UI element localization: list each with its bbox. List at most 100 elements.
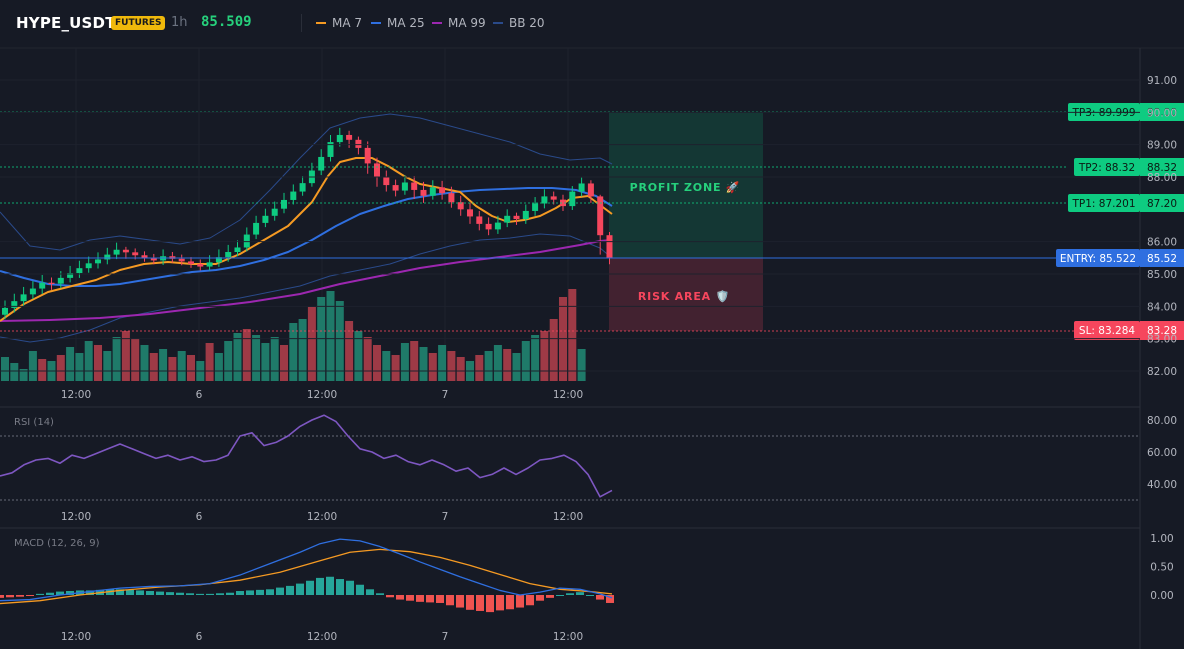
macd-histogram-bar [266, 589, 274, 595]
macd-tick-label: 0.00 [1150, 590, 1173, 602]
candle-body [281, 199, 287, 209]
volume-bar [84, 341, 93, 381]
macd-histogram-bar [26, 595, 34, 596]
price-tick-label: 83.00 [1147, 334, 1177, 346]
macd-histogram-bar [216, 593, 224, 595]
candle [11, 293, 18, 313]
candle-body [374, 163, 380, 177]
macd-histogram-bar [206, 593, 214, 595]
candle-body [336, 134, 343, 143]
candle-body [29, 288, 36, 295]
macd-histogram-bar [456, 595, 464, 608]
ma99-swatch [432, 22, 442, 24]
candle [262, 208, 269, 228]
candle-body [215, 257, 222, 263]
volume-bar [410, 341, 419, 381]
volume-bar [177, 351, 186, 381]
volume-bar [56, 355, 65, 381]
tp2-label: TP2: 88.32 [1078, 162, 1135, 174]
timeframe-label[interactable]: 1h [171, 15, 188, 30]
volume-bar [577, 349, 586, 381]
time-tick-label: 12:00 [553, 389, 583, 401]
bb20-swatch [493, 22, 503, 24]
macd-histogram-bar [306, 580, 314, 595]
macd-histogram-bar [466, 595, 474, 610]
candle-body [122, 249, 129, 253]
last-price: 85.509 [201, 14, 252, 30]
volume-bar [66, 347, 75, 381]
volume-bar [75, 353, 84, 381]
macd-histogram-bar [396, 595, 404, 600]
volume-bar [187, 355, 195, 381]
price-tick-label: 89.00 [1147, 140, 1177, 152]
candle-body [383, 177, 390, 186]
volume-bar [19, 369, 28, 381]
macd-tick-label: 0.50 [1150, 562, 1173, 574]
candle-body [104, 254, 111, 260]
bollinger-bands [0, 113, 613, 343]
candle-body [476, 216, 483, 224]
volume-bar [233, 333, 242, 381]
legend-bb20[interactable]: BB 20 [493, 16, 545, 30]
sl-label: SL: 83.284 [1079, 325, 1135, 337]
candle [39, 274, 46, 295]
candle-body [522, 210, 529, 220]
legend-ma99[interactable]: MA 99 [432, 16, 486, 30]
candle [95, 252, 101, 269]
volume-bar [289, 323, 298, 381]
macd-histogram-bar [356, 584, 364, 595]
volume-bar [307, 307, 316, 381]
macd-histogram-bar [36, 593, 44, 595]
volume-bar [373, 345, 381, 381]
ma25-line [0, 187, 613, 287]
candle-body [48, 282, 55, 284]
macd-histogram-bar [166, 592, 174, 595]
macd-histogram-bar [176, 592, 184, 595]
candle [476, 210, 483, 231]
candle [606, 231, 613, 265]
price-tick-label: 88.00 [1147, 172, 1177, 184]
ma7-line [0, 157, 613, 322]
macd-histogram-bar [516, 595, 524, 608]
candle-body [420, 189, 427, 196]
macd-histogram-bar [116, 589, 124, 595]
rsi-title: RSI (14) [14, 417, 54, 428]
macd-histogram-bar [486, 595, 494, 613]
volume-bar [140, 345, 149, 381]
time-tick-label: 12:00 [307, 631, 337, 643]
price-tick-label: 85.00 [1147, 269, 1177, 281]
candle [141, 251, 148, 262]
ma25-label: MA 25 [387, 16, 425, 30]
ma99-line [0, 239, 613, 322]
candle [327, 134, 334, 162]
volume-bar [512, 353, 521, 381]
volume-bar [363, 337, 372, 381]
macd-histogram-bar [56, 591, 64, 595]
candle [2, 300, 8, 320]
ma99-label: MA 99 [448, 16, 486, 30]
trade-zones: PROFIT ZONE 🚀 RISK AREA 🛡️ [609, 112, 763, 331]
legend-ma25[interactable]: MA 25 [371, 16, 425, 30]
tp3-axis-box [1140, 103, 1184, 121]
rsi-tick-label: 40.00 [1147, 479, 1177, 491]
candle-body [113, 249, 120, 255]
volume-bar [112, 337, 121, 381]
ma7-swatch [316, 22, 326, 24]
tp1-label: TP1: 87.201 [1071, 198, 1135, 210]
candle [513, 212, 520, 225]
candle-body [262, 215, 269, 223]
candle-body [271, 208, 278, 216]
level-labels: TP3: 89.999 90.00 TP2: 88.32 88.32 TP1: … [1056, 103, 1184, 340]
candle-body [150, 257, 157, 261]
price-tick-label: 84.00 [1147, 301, 1177, 313]
macd-histogram-bar [536, 595, 544, 601]
symbol-title[interactable]: HYPE_USDT [16, 14, 116, 32]
price-tick-label: 91.00 [1147, 75, 1177, 87]
tp2-axis-box [1140, 158, 1184, 176]
candle-body [197, 263, 204, 267]
candle [364, 141, 371, 174]
entry-label-box [1056, 249, 1140, 267]
candle [541, 189, 548, 209]
legend-ma7[interactable]: MA 7 [316, 16, 362, 30]
